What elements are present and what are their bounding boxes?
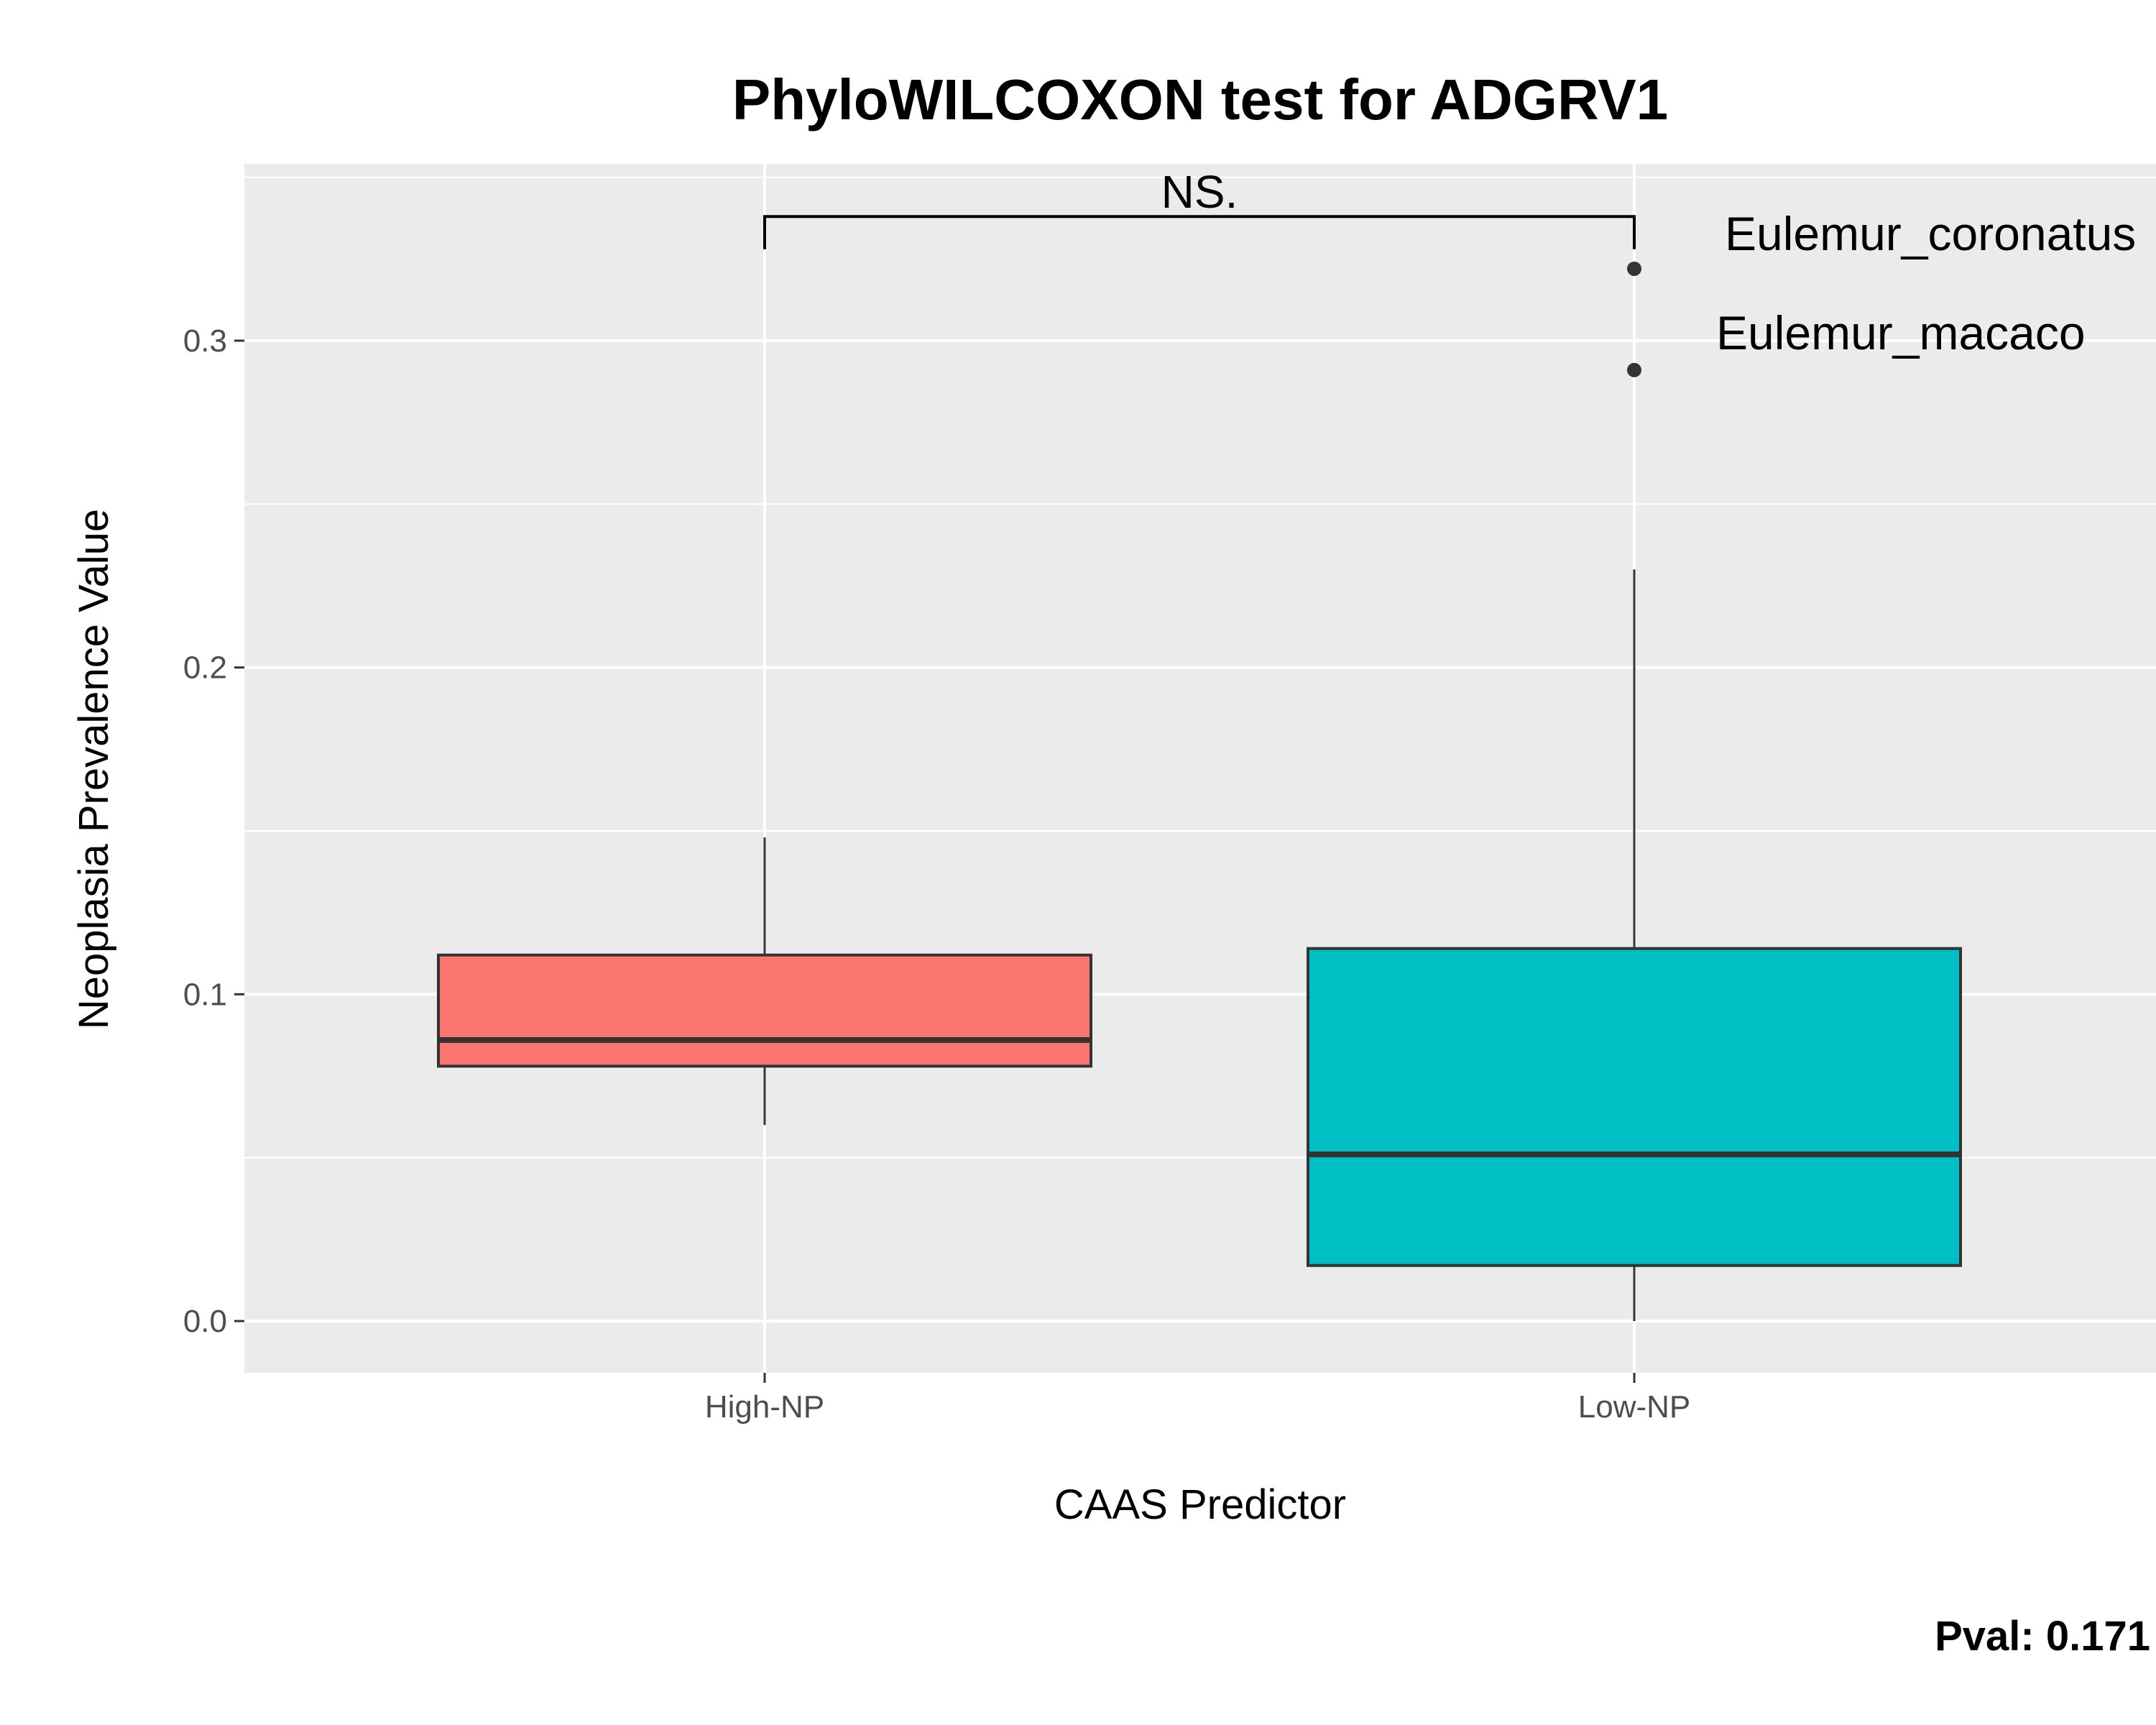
- bracket-line: [763, 215, 1636, 249]
- box-low-np: [1307, 569, 1962, 1321]
- y-axis: 0.0 0.1 0.2 0.3: [183, 323, 244, 1339]
- x-axis-title: CAAS Predictor: [1054, 1481, 1346, 1528]
- box-body: [437, 953, 1092, 1068]
- p-value-footnote: Pval: 0.171: [1935, 1613, 2150, 1660]
- y-tick-label: 0.3: [183, 323, 227, 359]
- outlier-point: [1627, 261, 1641, 276]
- outlier-points: Eulemur_coronatus Eulemur_macaco: [1627, 207, 2136, 377]
- significance-label: NS.: [1161, 166, 1238, 218]
- outlier-point: [1627, 362, 1641, 377]
- x-tick-label: Low-NP: [1578, 1389, 1691, 1425]
- outlier-label: Eulemur_macaco: [1716, 306, 2086, 359]
- y-axis-title: Neoplasia Prevalence Value: [70, 509, 117, 1029]
- significance-bracket: NS.: [763, 166, 1636, 249]
- box-series: [437, 569, 1962, 1321]
- box-high-np: [437, 837, 1092, 1126]
- chart-title: PhyloWILCOXON test for ADGRV1: [732, 68, 1668, 132]
- x-axis: High-NP Low-NP: [705, 1373, 1690, 1425]
- y-tick-label: 0.1: [183, 977, 227, 1012]
- x-tick-label: High-NP: [705, 1389, 824, 1425]
- box-body: [1307, 947, 1962, 1267]
- outlier-label: Eulemur_coronatus: [1725, 207, 2136, 260]
- y-tick-label: 0.0: [183, 1304, 227, 1339]
- y-tick-label: 0.2: [183, 650, 227, 686]
